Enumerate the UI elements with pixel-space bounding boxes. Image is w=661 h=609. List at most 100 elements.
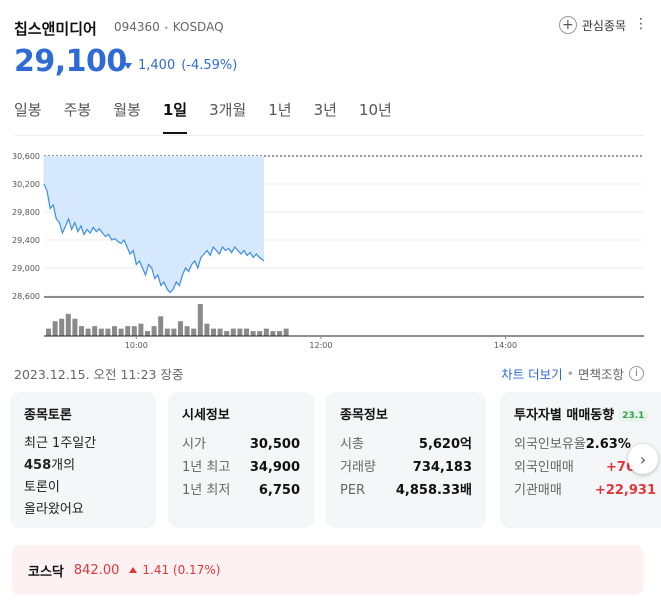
tab-6[interactable]: 3년 xyxy=(313,101,337,119)
y-tick-label: 29,800 xyxy=(12,208,40,217)
tab-5[interactable]: 1년 xyxy=(268,101,292,119)
row-value: 2.63% xyxy=(585,437,631,452)
investor-row: 외국인매매 +76 xyxy=(514,456,656,479)
quote-row: 1년 최저 6,750 xyxy=(182,479,300,502)
up-arrow-icon xyxy=(129,567,138,573)
row-label: 외국인보유율 xyxy=(514,437,586,452)
forum-summary: 최근 1주일간 458개의 토론이 올라왔어요 xyxy=(24,433,142,521)
investor-card-title: 투자자별 매매동향 23.1 xyxy=(514,404,656,423)
index-change-text: 1.41 (0.17%) xyxy=(142,563,221,577)
info-row: 거래량 734,183 xyxy=(340,456,472,479)
investor-row: 기관매매 +22,931 xyxy=(514,479,656,502)
info-card-title: 종목정보 xyxy=(340,408,388,423)
info-cards: 종목토론 최근 1주일간 458개의 토론이 올라왔어요 시세정보 시가 30,5… xyxy=(10,392,661,528)
index-change: 1.41 (0.17%) xyxy=(129,563,220,577)
y-tick-label: 29,000 xyxy=(12,264,40,273)
tab-4[interactable]: 3개월 xyxy=(209,101,247,119)
chart-meta: 2023.12.15. 오전 11:23 장중 차트 더보기 • 면책조항 i xyxy=(14,364,644,384)
volume-bar xyxy=(138,323,144,336)
period-tabs: 일봉 주봉 월봉 1일 3개월 1년 3년 10년 xyxy=(14,98,640,136)
x-tick-label: 10:00 xyxy=(125,341,148,350)
y-tick-label: 28,600 xyxy=(12,292,40,301)
volume-bar xyxy=(98,328,104,336)
quote-row: 시가 30,500 xyxy=(182,433,300,456)
separator-dot: • xyxy=(163,24,169,34)
volume-bar xyxy=(277,331,282,336)
volume-bar xyxy=(263,328,269,336)
down-arrow-icon xyxy=(124,62,132,69)
volume-bar xyxy=(65,313,71,336)
volume-bar xyxy=(112,326,117,336)
forum-line3: 토론이 xyxy=(24,480,60,495)
info-row: 시총 5,620억 xyxy=(340,433,472,456)
chart-links: 차트 더보기 • 면책조항 i xyxy=(501,364,644,383)
row-value: 34,900 xyxy=(249,460,300,475)
stock-code: 094360 xyxy=(114,20,160,34)
x-tick-label: 12:00 xyxy=(309,341,332,350)
volume-bar xyxy=(105,328,111,336)
volume-bar xyxy=(197,304,203,336)
tabs-divider xyxy=(14,135,644,136)
quote-card[interactable]: 시세정보 시가 30,500 1년 최고 34,900 1년 최저 6,750 xyxy=(168,392,314,528)
tab-1[interactable]: 주봉 xyxy=(63,101,92,119)
volume-bar xyxy=(204,323,210,336)
date-badge: 23.1 xyxy=(618,409,649,422)
y-tick-label: 29,400 xyxy=(12,236,40,245)
row-label: 1년 최저 xyxy=(182,483,231,498)
tab-3[interactable]: 1일 xyxy=(162,98,188,134)
quote-row: 1년 최고 34,900 xyxy=(182,456,300,479)
y-tick-label: 30,200 xyxy=(12,180,40,189)
volume-bar xyxy=(250,331,256,336)
forum-count: 458 xyxy=(24,458,52,473)
volume-bar xyxy=(184,326,190,336)
x-tick-label: 14:00 xyxy=(494,341,517,350)
forum-card[interactable]: 종목토론 최근 1주일간 458개의 토론이 올라왔어요 xyxy=(10,392,156,528)
row-label: 거래량 xyxy=(340,460,376,475)
stock-code-market: 094360 • KOSDAQ xyxy=(114,20,224,34)
chevron-right-icon: › xyxy=(639,449,647,469)
volume-bar xyxy=(217,328,223,336)
change-amount: 1,400 xyxy=(138,58,176,73)
row-value: +22,931 xyxy=(594,483,656,498)
chart-more-link[interactable]: 차트 더보기 xyxy=(501,367,563,382)
current-price: 29,100 xyxy=(14,44,127,79)
volume-bar xyxy=(52,321,58,336)
row-value: 30,500 xyxy=(249,437,300,452)
change-percent: (-4.59%) xyxy=(181,58,238,73)
volume-bar xyxy=(158,316,164,336)
volume-bar xyxy=(283,328,289,336)
add-watchlist-button[interactable]: + 관심종목 xyxy=(558,16,626,34)
tab-7[interactable]: 10년 xyxy=(358,101,392,119)
info-row: PER 4,858.33배 xyxy=(340,479,472,502)
volume-bar xyxy=(270,331,276,336)
price-line xyxy=(43,183,265,294)
volume-bar xyxy=(244,328,249,336)
more-options-icon[interactable]: ⋮ xyxy=(634,16,648,32)
row-label: 1년 최고 xyxy=(182,460,231,475)
quote-card-title: 시세정보 xyxy=(182,408,230,423)
volume-bar xyxy=(125,326,131,336)
volume-bar xyxy=(191,328,197,336)
next-cards-button[interactable]: › xyxy=(628,444,658,474)
volume-bar xyxy=(230,328,236,336)
volume-bar xyxy=(178,321,183,336)
disclaimer-link[interactable]: 면책조항 xyxy=(577,367,624,382)
separator-dot: • xyxy=(566,366,574,381)
kosdaq-index-bar[interactable]: 코스닥 842.00 1.41 (0.17%) xyxy=(12,545,643,595)
price-area xyxy=(44,156,264,293)
price-change: 1,400 (-4.59%) xyxy=(124,58,237,73)
tab-2[interactable]: 월봉 xyxy=(113,101,141,119)
volume-bar xyxy=(72,318,78,336)
volume-bar xyxy=(257,331,263,336)
info-icon[interactable]: i xyxy=(629,366,644,381)
forum-card-title: 종목토론 xyxy=(24,408,72,423)
index-name: 코스닥 xyxy=(28,564,64,580)
volume-bar xyxy=(85,328,91,336)
investor-row: 외국인보유율 2.63% xyxy=(514,433,656,456)
watchlist-label: 관심종목 xyxy=(581,18,626,33)
volume-bar xyxy=(211,328,216,336)
row-value: +76 xyxy=(606,460,635,475)
row-label: 기관매매 xyxy=(514,483,562,498)
company-info-card[interactable]: 종목정보 시총 5,620억 거래량 734,183 PER 4,858.33배 xyxy=(326,392,486,528)
tab-0[interactable]: 일봉 xyxy=(14,101,42,119)
